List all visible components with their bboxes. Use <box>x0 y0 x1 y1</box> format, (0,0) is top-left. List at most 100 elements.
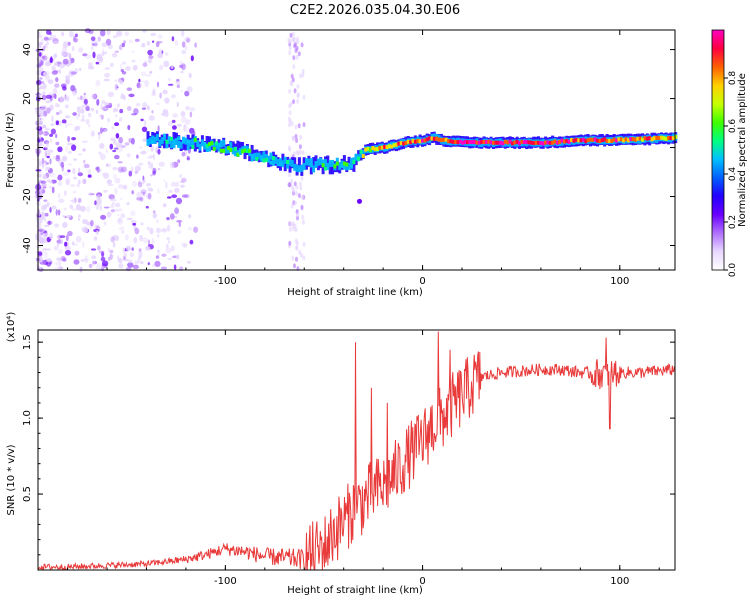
ridge-cell <box>494 140 498 145</box>
noise-speckle <box>176 123 182 127</box>
ridge-cell <box>321 163 325 175</box>
noise-speckle <box>162 89 168 95</box>
ridge-cell <box>641 137 645 142</box>
noise-speckle <box>96 198 102 205</box>
noise-speckle <box>300 252 303 258</box>
noise-speckle <box>106 211 112 218</box>
noise-speckle <box>158 48 163 54</box>
noise-speckle <box>297 123 301 129</box>
ridge-cell <box>302 157 306 169</box>
ridge-cell <box>307 158 311 166</box>
noise-speckle <box>188 72 192 79</box>
noise-speckle <box>137 181 143 188</box>
noise-speckle <box>288 221 292 227</box>
noise-speckle <box>54 83 60 88</box>
noise-speckle <box>301 150 305 156</box>
ridge-cell <box>293 157 297 169</box>
ridge-cell <box>510 141 514 146</box>
noise-speckle <box>170 94 176 99</box>
noise-speckle <box>291 77 295 83</box>
noise-speckle <box>64 241 68 247</box>
noise-speckle <box>46 155 50 159</box>
noise-speckle <box>92 260 98 265</box>
noise-speckle <box>58 68 62 75</box>
noise-speckle <box>170 65 174 69</box>
noise-speckle <box>156 219 159 224</box>
noise-speckle <box>120 68 125 73</box>
noise-speckle <box>73 37 79 43</box>
ridge-cell <box>636 136 640 141</box>
ridge-cell <box>326 162 330 170</box>
ridge-cell <box>409 140 413 145</box>
noise-speckle <box>298 181 302 187</box>
ridge-cell <box>458 139 462 144</box>
noise-speckle <box>295 45 299 51</box>
noise-speckle <box>189 239 194 245</box>
noise-speckle <box>55 133 58 138</box>
noise-speckle <box>51 205 57 210</box>
ridge-cell <box>501 141 505 146</box>
noise-speckle <box>95 79 101 87</box>
ridge-cell <box>328 160 332 168</box>
noise-speckle <box>96 230 99 235</box>
noise-speckle <box>189 111 193 118</box>
ridge-cell <box>451 139 455 144</box>
noise-speckle <box>140 261 144 265</box>
noise-speckle <box>54 41 60 44</box>
noise-speckle <box>302 122 306 128</box>
ridge-cell <box>371 146 375 150</box>
spectrogram-axes: -100 0 100 40 20 0 -20 -40 <box>22 30 675 287</box>
noise-speckle <box>45 94 52 99</box>
noise-speckle <box>298 144 302 150</box>
noise-speckle <box>93 236 98 241</box>
ridge-cell <box>335 161 339 173</box>
noise-speckle <box>98 151 102 155</box>
noise-speckle <box>64 249 72 256</box>
ridge-cell <box>172 139 176 144</box>
noise-speckle <box>53 40 56 44</box>
ridge-cell <box>283 160 287 172</box>
noise-speckle <box>169 213 175 220</box>
noise-speckle <box>149 71 153 74</box>
ridge-cell <box>205 143 209 148</box>
ridge-cell <box>184 139 188 151</box>
ridge-cell <box>461 140 465 145</box>
noise-speckle <box>159 64 164 71</box>
noise-speckle <box>288 39 292 44</box>
ridge-cell <box>158 139 162 147</box>
ridge-cell <box>163 137 166 149</box>
ridge-cell <box>276 159 280 167</box>
noise-speckle <box>62 44 68 49</box>
ridge-cell <box>331 163 335 175</box>
noise-speckle <box>90 220 94 227</box>
noise-speckle <box>288 240 292 246</box>
ridge-cell <box>650 137 654 142</box>
noise-speckle <box>292 38 296 44</box>
noise-speckle <box>62 58 69 65</box>
noise-speckle <box>44 212 49 217</box>
ridge-cell <box>352 160 356 172</box>
noise-speckle <box>295 256 298 262</box>
y-tick-label: 0 <box>22 144 33 150</box>
noise-speckle <box>39 118 42 125</box>
ridge-cell <box>172 132 176 143</box>
noise-speckle <box>82 241 85 249</box>
ridge-cell <box>279 162 282 167</box>
ridge-cell <box>581 137 585 142</box>
ridge-cell <box>492 140 495 145</box>
noise-speckle <box>48 186 53 189</box>
noise-speckle <box>66 214 71 219</box>
noise-speckle <box>118 208 123 212</box>
noise-speckle <box>170 245 175 252</box>
ridge-cell <box>250 154 254 159</box>
noise-speckle <box>151 88 156 93</box>
ridge-cell <box>148 137 152 145</box>
noise-speckle <box>114 50 119 53</box>
noise-speckle <box>292 55 296 61</box>
noise-speckle <box>64 115 71 119</box>
colorbar-tick-label: 0.8 <box>728 71 738 86</box>
ridge-cell <box>411 138 415 143</box>
noise-speckle <box>67 151 72 154</box>
noise-speckle <box>62 86 67 91</box>
noise-speckle <box>118 136 123 144</box>
